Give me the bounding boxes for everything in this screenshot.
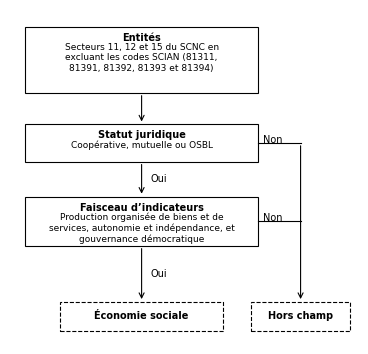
- Text: Coopérative, mutuelle ou OSBL: Coopérative, mutuelle ou OSBL: [71, 141, 213, 150]
- FancyBboxPatch shape: [60, 302, 223, 331]
- Text: Oui: Oui: [151, 174, 167, 184]
- Text: Secteurs 11, 12 et 15 du SCNC en
excluant les codes SCIAN (81311,
81391, 81392, : Secteurs 11, 12 et 15 du SCNC en excluan…: [64, 43, 219, 73]
- Text: Statut juridique: Statut juridique: [98, 130, 185, 141]
- FancyBboxPatch shape: [25, 196, 258, 246]
- Text: Hors champ: Hors champ: [268, 311, 333, 321]
- Text: Oui: Oui: [151, 269, 167, 279]
- Text: Non: Non: [263, 135, 283, 145]
- FancyBboxPatch shape: [25, 27, 258, 93]
- Text: Économie sociale: Économie sociale: [95, 311, 189, 321]
- Text: Non: Non: [263, 213, 283, 223]
- Text: Entités: Entités: [122, 33, 161, 43]
- Text: Production organisée de biens et de
services, autonomie et indépendance, et
gouv: Production organisée de biens et de serv…: [49, 213, 234, 244]
- FancyBboxPatch shape: [251, 302, 350, 331]
- FancyBboxPatch shape: [25, 124, 258, 162]
- Text: Faisceau d’indicateurs: Faisceau d’indicateurs: [79, 202, 204, 213]
